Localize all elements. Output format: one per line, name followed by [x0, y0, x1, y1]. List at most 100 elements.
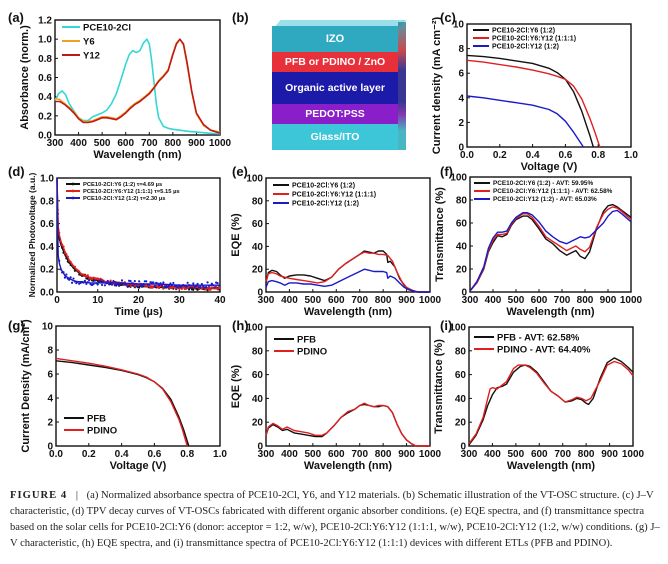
legend-label: PFB	[297, 334, 316, 345]
data-point	[62, 245, 65, 248]
x-tick-label: 400	[485, 295, 502, 306]
y-tick-label: 0	[461, 288, 467, 299]
x-tick-label: 0.6	[558, 150, 572, 161]
data-point	[118, 283, 121, 286]
data-point	[93, 279, 96, 282]
x-tick-label: 10	[92, 295, 104, 306]
x-tick-label: 1.0	[624, 150, 638, 161]
legend-label: PCE10-2Cl	[83, 22, 131, 33]
data-point	[172, 281, 175, 285]
data-point	[210, 282, 213, 285]
x-tick-label: 0.2	[82, 449, 96, 460]
panel-label-e: (e)	[232, 164, 248, 179]
data-point	[132, 284, 135, 288]
chart-c: 0.0 0.2 0.4 0.6 0.8 1.0 0 2 4 6 8 10 Voltage (V) Curr…	[431, 16, 638, 173]
series-line-2	[54, 38, 221, 133]
data-point	[159, 282, 162, 285]
data-point	[135, 282, 138, 286]
series-line-3	[466, 95, 584, 148]
x-tick-label: 900	[398, 449, 415, 460]
x-axis-label: Wavelength (nm)	[93, 149, 182, 161]
y-tick-label: 0	[458, 143, 464, 154]
y-tick-label: 4	[47, 394, 53, 405]
x-tick-label: 900	[600, 295, 617, 306]
y-axis-label: EQE (%)	[230, 364, 242, 408]
legend-label: PDINO	[87, 425, 117, 436]
layer-active: Organic active layer	[272, 72, 398, 104]
x-tick-label: 500	[508, 449, 525, 460]
y-tick-label: 60	[455, 370, 467, 381]
data-point	[66, 255, 69, 258]
x-tick-label: 400	[281, 295, 298, 306]
data-point	[108, 283, 111, 286]
data-point	[85, 275, 88, 279]
x-axis-label: Wavelength (nm)	[506, 306, 595, 318]
layer-pedot: PEDOT:PSS	[272, 104, 398, 124]
data-point	[153, 285, 156, 288]
legend-label: PFB - AVT: 62.58%	[497, 332, 580, 343]
data-point	[112, 279, 115, 283]
y-tick-label: 100	[246, 174, 263, 185]
x-tick-label: 800	[375, 449, 392, 460]
layer-etl: PFB or PDINO / ZnO	[272, 52, 398, 72]
legend-label: PCE10-2Cl:Y6:Y12 (1:1:1) - AVT: 62.58%	[493, 188, 613, 195]
y-tick-label: 60	[252, 370, 264, 381]
y-tick-label: 1.2	[38, 16, 52, 27]
data-point	[99, 279, 102, 282]
legend-label: PDINO	[297, 346, 327, 357]
x-tick-label: 500	[305, 449, 322, 460]
x-tick-label: 0.2	[493, 150, 507, 161]
y-tick-label: 20	[252, 265, 264, 276]
y-tick-label: 4	[458, 93, 464, 104]
legend-marker	[71, 182, 75, 186]
x-tick-label: 40	[214, 295, 226, 306]
y-tick-label: 0.2	[38, 111, 52, 122]
x-tick-label: 300	[461, 449, 478, 460]
series-line-2	[265, 402, 430, 447]
data-point	[162, 281, 165, 284]
x-tick-label: 0.6	[147, 449, 161, 460]
y-tick-label: 1.0	[38, 35, 52, 46]
y-tick-label: 40	[456, 242, 468, 253]
data-point	[98, 281, 101, 284]
data-point	[120, 279, 124, 282]
y-tick-label: 0	[460, 442, 466, 453]
layer-glass-ito-label: Glass/ITO	[310, 131, 360, 143]
plot-frame	[469, 176, 632, 293]
data-point	[167, 284, 171, 287]
data-point	[205, 286, 208, 289]
legend-label: PCE10-2Cl:Y6:Y12 (1:1:1) τ=5.15 µs	[83, 189, 180, 195]
data-point	[212, 284, 215, 287]
panel-label-c: (c)	[440, 10, 456, 25]
data-point	[192, 288, 195, 291]
x-tick-label: 600	[328, 449, 345, 460]
data-point	[177, 284, 181, 287]
y-tick-label: 6	[458, 69, 464, 80]
layer-glass-ito: Glass/ITO	[272, 124, 398, 150]
plot-frame	[466, 23, 632, 148]
data-point	[130, 282, 134, 285]
x-tick-label: 1.0	[213, 449, 227, 460]
figure-charts: 300 400 500 600 700 800 900 10000.00.20.40.60.8…	[19, 16, 645, 473]
data-point	[200, 282, 203, 286]
y-tick-label: 8	[47, 346, 53, 357]
caption-figure-label: FIGURE 4	[10, 490, 68, 501]
x-tick-label: 600	[531, 449, 548, 460]
data-point	[195, 284, 198, 288]
chart-i: 300 400 500 600 700 800 900 1000 0 20 40 60 80 100 Wav…	[433, 323, 645, 473]
data-point	[206, 281, 209, 284]
data-point	[142, 283, 145, 287]
panel-label-i: (i)	[440, 318, 453, 333]
data-point	[157, 286, 161, 290]
data-point	[200, 287, 203, 290]
x-tick-label: 0.4	[115, 449, 129, 460]
y-tick-label: 0.6	[38, 73, 52, 84]
x-tick-label: 500	[508, 295, 525, 306]
layer-izo: IZO	[272, 26, 398, 52]
y-tick-label: 0.8	[40, 196, 54, 207]
data-point	[216, 288, 219, 291]
data-point	[129, 284, 132, 288]
data-point	[106, 279, 109, 283]
x-tick-label: 1000	[620, 295, 643, 306]
legend-label: Y6	[83, 36, 95, 47]
